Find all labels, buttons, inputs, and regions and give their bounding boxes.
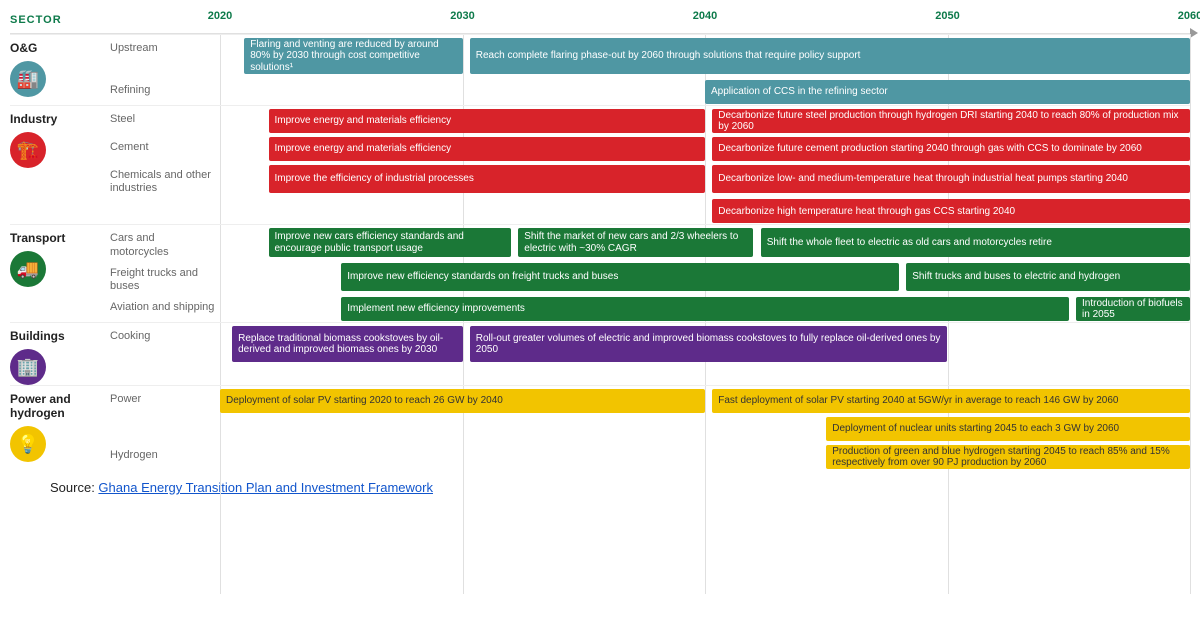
subcat-row: Refining Application of CCS in the refini… — [110, 77, 1190, 105]
timeline-bar: Fast deployment of solar PV starting 204… — [712, 389, 1190, 413]
subcat-row: Upstream Flaring and venting are reduced … — [110, 35, 1190, 77]
subcat-name — [110, 415, 220, 441]
timeline-bar: Implement new efficiency improvements — [341, 297, 1069, 321]
sector-label: Transport🚚 — [10, 225, 110, 322]
timeline-bar: Shift the market of new cars and 2/3 whe… — [518, 228, 753, 256]
bars-area: Replace traditional biomass cookstoves b… — [220, 324, 1190, 364]
bars-area: Deployment of nuclear units starting 204… — [220, 415, 1190, 441]
sector-icon: 🏭 — [10, 61, 46, 97]
subcat-row: PowerDeployment of solar PV starting 202… — [110, 386, 1190, 414]
source-link[interactable]: Ghana Energy Transition Plan and Investm… — [98, 480, 433, 495]
subcat-name: Refining — [110, 78, 220, 104]
timeline-bar: Shift trucks and buses to electric and h… — [906, 263, 1190, 291]
sector-label: O&G🏭 — [10, 35, 110, 105]
gridline — [1190, 34, 1191, 594]
source-citation: Source: Ghana Energy Transition Plan and… — [10, 480, 1190, 495]
bars-area: Improve new efficiency standards on frei… — [220, 261, 1190, 293]
year-tick: 2030 — [450, 10, 474, 22]
subcat-row: Cars and motorcycles Improve new cars eff… — [110, 225, 1190, 259]
timeline-bar: Flaring and venting are reduced by aroun… — [244, 38, 462, 74]
subcat-row: Hydrogen Production of green and blue hyd… — [110, 442, 1190, 470]
sector-block: Industry🏗️SteelImprove energy and materi… — [10, 105, 1190, 224]
header-row: SECTOR 20202030204020502060 — [10, 10, 1190, 34]
sector-icon: 💡 — [10, 426, 46, 462]
bars-area: Improve energy and materials efficiencyD… — [220, 135, 1190, 161]
timeline-bar: Shift the whole fleet to electric as old… — [761, 228, 1190, 256]
roadmap-chart: SECTOR 20202030204020502060 O&G🏭Upstream… — [10, 10, 1190, 470]
bars-area: Improve new cars efficiency standards an… — [220, 226, 1190, 258]
bars-area: Production of green and blue hydrogen st… — [220, 443, 1190, 469]
bars-area: Decarbonize high temperature heat throug… — [220, 197, 1190, 223]
subcat-name: Power — [110, 387, 220, 413]
timeline-bar: Improve the efficiency of industrial pro… — [269, 165, 706, 193]
bars-area: Application of CCS in the refining secto… — [220, 78, 1190, 104]
subcat-name: Freight trucks and buses — [110, 261, 220, 293]
sector-label: Power and hydrogen💡 — [10, 386, 110, 470]
year-tick: 2050 — [935, 10, 959, 22]
subcats: Cars and motorcycles Improve new cars eff… — [110, 225, 1190, 322]
timeline-bar: Deployment of solar PV starting 2020 to … — [220, 389, 705, 413]
timeline-bar: Roll-out greater volumes of electric and… — [470, 326, 948, 362]
bars-area: Implement new efficiency improvements Int… — [220, 295, 1190, 321]
subcat-row: Decarbonize high temperature heat throug… — [110, 196, 1190, 224]
subcat-row: Cooking Replace traditional biomass cooks… — [110, 323, 1190, 365]
subcat-row: Deployment of nuclear units starting 204… — [110, 414, 1190, 442]
timeline-bar: Replace traditional biomass cookstoves b… — [232, 326, 462, 362]
sector-block: Power and hydrogen💡PowerDeployment of so… — [10, 385, 1190, 470]
sector-block: O&G🏭Upstream Flaring and venting are redu… — [10, 34, 1190, 105]
subcat-row: Freight trucks and buses Improve new effi… — [110, 260, 1190, 294]
sector-icon: 🏢 — [10, 349, 46, 385]
year-tick: 2060 — [1178, 10, 1200, 22]
sector-block: Buildings🏢Cooking Replace traditional bio… — [10, 322, 1190, 385]
timeline-bar: Decarbonize high temperature heat throug… — [712, 199, 1190, 223]
subcat-row: Aviation and shippingImplement new effic… — [110, 294, 1190, 322]
source-prefix: Source: — [50, 480, 98, 495]
timeline-bar: Decarbonize low- and medium-temperature … — [712, 165, 1190, 193]
sector-icon: 🚚 — [10, 251, 46, 287]
subcat-row: SteelImprove energy and materials effici… — [110, 106, 1190, 134]
timeline-bar: Decarbonize future steel production thro… — [712, 109, 1190, 133]
sector-icon: 🏗️ — [10, 132, 46, 168]
timeline-bar: Production of green and blue hydrogen st… — [826, 445, 1190, 469]
timeline-bar: Improve new efficiency standards on frei… — [341, 263, 899, 291]
subcats: Upstream Flaring and venting are reduced … — [110, 35, 1190, 105]
timeline-bar: Introduction of biofuels in 2055 — [1076, 297, 1190, 321]
subcats: Cooking Replace traditional biomass cooks… — [110, 323, 1190, 385]
timeline-bar: Deployment of nuclear units starting 204… — [826, 417, 1190, 441]
sector-label: Buildings🏢 — [10, 323, 110, 385]
subcat-name: Steel — [110, 107, 220, 133]
subcat-row: CementImprove energy and materials effic… — [110, 134, 1190, 162]
timeline-bar: Improve energy and materials efficiency — [269, 109, 706, 133]
subcats: PowerDeployment of solar PV starting 202… — [110, 386, 1190, 470]
timeline-bar: Application of CCS in the refining secto… — [705, 80, 1190, 104]
year-tick: 2020 — [208, 10, 232, 22]
subcat-name: Hydrogen — [110, 443, 220, 469]
axis-arrow-icon — [1190, 28, 1198, 38]
year-axis: 20202030204020502060 — [220, 10, 1190, 33]
subcat-row: Chemicals and other industries Improve th… — [110, 162, 1190, 196]
timeline-bar: Decarbonize future cement production sta… — [712, 137, 1190, 161]
subcat-name: Chemicals and other industries — [110, 163, 220, 195]
sectors-container: O&G🏭Upstream Flaring and venting are redu… — [10, 34, 1190, 470]
subcats: SteelImprove energy and materials effici… — [110, 106, 1190, 224]
timeline-bar: Improve energy and materials efficiency — [269, 137, 706, 161]
bars-area: Deployment of solar PV starting 2020 to … — [220, 387, 1190, 413]
year-tick: 2040 — [693, 10, 717, 22]
subcat-name: Upstream — [110, 36, 220, 76]
bars-area: Improve energy and materials efficiencyD… — [220, 107, 1190, 133]
timeline-bar: Improve new cars efficiency standards an… — [269, 228, 512, 256]
timeline-bar: Reach complete flaring phase-out by 2060… — [470, 38, 1190, 74]
subcat-name: Cars and motorcycles — [110, 226, 220, 258]
sector-header: SECTOR — [10, 10, 110, 33]
subcat-name: Cement — [110, 135, 220, 161]
bars-area: Improve the efficiency of industrial pro… — [220, 163, 1190, 195]
subcat-name: Cooking — [110, 324, 220, 364]
sector-label: Industry🏗️ — [10, 106, 110, 224]
bars-area: Flaring and venting are reduced by aroun… — [220, 36, 1190, 76]
subcat-name — [110, 197, 220, 223]
sector-block: Transport🚚Cars and motorcycles Improve ne… — [10, 224, 1190, 322]
subcat-name: Aviation and shipping — [110, 295, 220, 321]
